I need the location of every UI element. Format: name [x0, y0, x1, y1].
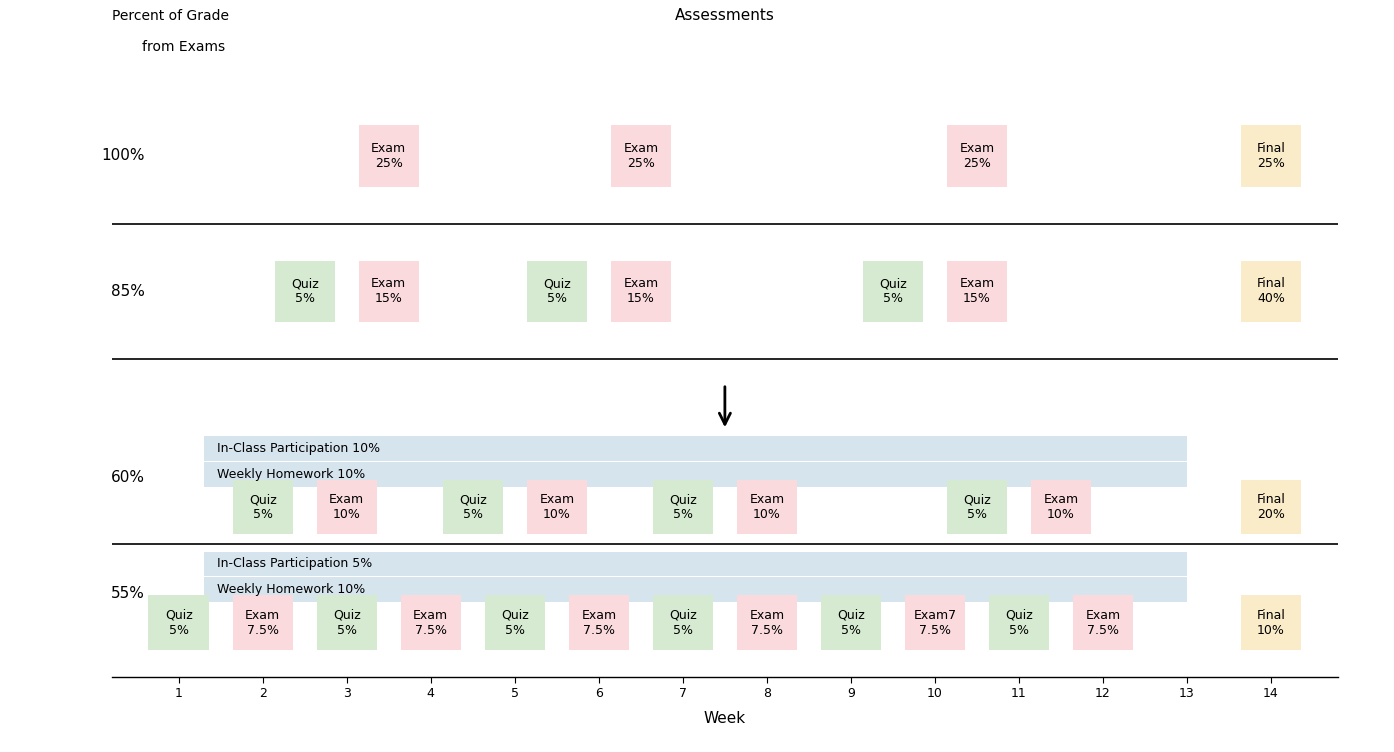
Text: Exam
7.5%: Exam 7.5%: [245, 608, 280, 636]
Text: Quiz
5%: Quiz 5%: [880, 277, 907, 305]
FancyBboxPatch shape: [611, 125, 671, 186]
Text: Exam
7.5%: Exam 7.5%: [581, 608, 616, 636]
Text: Assessments: Assessments: [675, 8, 775, 23]
Text: In-Class Participation 10%: In-Class Participation 10%: [216, 442, 379, 455]
Text: Exam
10%: Exam 10%: [329, 493, 364, 521]
FancyBboxPatch shape: [821, 596, 881, 650]
FancyBboxPatch shape: [947, 261, 1008, 323]
Text: Final
25%: Final 25%: [1256, 141, 1285, 170]
FancyBboxPatch shape: [988, 596, 1050, 650]
Text: 60%: 60%: [112, 471, 145, 486]
FancyBboxPatch shape: [1241, 125, 1301, 186]
Text: Final
40%: Final 40%: [1256, 277, 1285, 305]
Text: Exam7
7.5%: Exam7 7.5%: [913, 608, 956, 636]
Text: Quiz
5%: Quiz 5%: [836, 608, 864, 636]
FancyBboxPatch shape: [149, 596, 209, 650]
FancyBboxPatch shape: [527, 480, 587, 535]
FancyBboxPatch shape: [1241, 596, 1301, 650]
Text: Exam
25%: Exam 25%: [623, 141, 658, 170]
Text: Percent of Grade: Percent of Grade: [112, 9, 229, 23]
Text: Quiz
5%: Quiz 5%: [669, 493, 697, 521]
Text: Quiz
5%: Quiz 5%: [500, 608, 528, 636]
Text: Quiz
5%: Quiz 5%: [250, 493, 276, 521]
Text: Quiz
5%: Quiz 5%: [669, 608, 697, 636]
FancyBboxPatch shape: [233, 596, 293, 650]
Text: 100%: 100%: [102, 148, 145, 163]
FancyBboxPatch shape: [204, 436, 1188, 461]
Text: In-Class Participation 5%: In-Class Participation 5%: [216, 557, 372, 571]
Text: Exam
10%: Exam 10%: [539, 493, 574, 521]
Text: Exam
7.5%: Exam 7.5%: [1086, 608, 1121, 636]
Text: Exam
10%: Exam 10%: [1043, 493, 1079, 521]
Text: Quiz
5%: Quiz 5%: [542, 277, 570, 305]
FancyBboxPatch shape: [275, 261, 335, 323]
Text: Quiz
5%: Quiz 5%: [963, 493, 991, 521]
FancyBboxPatch shape: [316, 480, 376, 535]
FancyBboxPatch shape: [736, 596, 797, 650]
Text: Weekly Homework 10%: Weekly Homework 10%: [216, 583, 365, 596]
Text: Quiz
5%: Quiz 5%: [1005, 608, 1033, 636]
FancyBboxPatch shape: [485, 596, 545, 650]
Text: Quiz
5%: Quiz 5%: [291, 277, 319, 305]
Text: Final
10%: Final 10%: [1256, 608, 1285, 636]
Text: Exam
15%: Exam 15%: [371, 277, 407, 305]
Text: Exam
7.5%: Exam 7.5%: [413, 608, 449, 636]
FancyBboxPatch shape: [863, 261, 923, 323]
FancyBboxPatch shape: [1030, 480, 1092, 535]
FancyBboxPatch shape: [1241, 261, 1301, 323]
FancyBboxPatch shape: [905, 596, 965, 650]
FancyBboxPatch shape: [442, 480, 503, 535]
FancyBboxPatch shape: [527, 261, 587, 323]
FancyBboxPatch shape: [947, 480, 1008, 535]
Text: from Exams: from Exams: [142, 40, 226, 54]
FancyBboxPatch shape: [611, 261, 671, 323]
FancyBboxPatch shape: [316, 596, 376, 650]
Text: Exam
25%: Exam 25%: [959, 141, 994, 170]
FancyBboxPatch shape: [1073, 596, 1133, 650]
Text: Exam
15%: Exam 15%: [959, 277, 994, 305]
FancyBboxPatch shape: [204, 552, 1188, 576]
Text: Final
20%: Final 20%: [1256, 493, 1285, 521]
FancyBboxPatch shape: [1241, 480, 1301, 535]
FancyBboxPatch shape: [204, 577, 1188, 602]
Text: 55%: 55%: [112, 586, 145, 601]
Text: Exam
25%: Exam 25%: [371, 141, 407, 170]
Text: Quiz
5%: Quiz 5%: [459, 493, 487, 521]
Text: Weekly Homework 10%: Weekly Homework 10%: [216, 468, 365, 481]
Text: Exam
7.5%: Exam 7.5%: [750, 608, 785, 636]
Text: Exam
15%: Exam 15%: [623, 277, 658, 305]
Text: Quiz
5%: Quiz 5%: [333, 608, 361, 636]
FancyBboxPatch shape: [736, 480, 797, 535]
X-axis label: Week: Week: [704, 711, 746, 726]
FancyBboxPatch shape: [400, 596, 461, 650]
FancyBboxPatch shape: [358, 125, 420, 186]
FancyBboxPatch shape: [233, 480, 293, 535]
FancyBboxPatch shape: [358, 261, 420, 323]
FancyBboxPatch shape: [204, 462, 1188, 487]
Text: Exam
10%: Exam 10%: [750, 493, 785, 521]
Text: Quiz
5%: Quiz 5%: [164, 608, 192, 636]
FancyBboxPatch shape: [569, 596, 629, 650]
FancyBboxPatch shape: [947, 125, 1008, 186]
FancyBboxPatch shape: [652, 596, 714, 650]
Text: 85%: 85%: [112, 284, 145, 299]
FancyBboxPatch shape: [652, 480, 714, 535]
